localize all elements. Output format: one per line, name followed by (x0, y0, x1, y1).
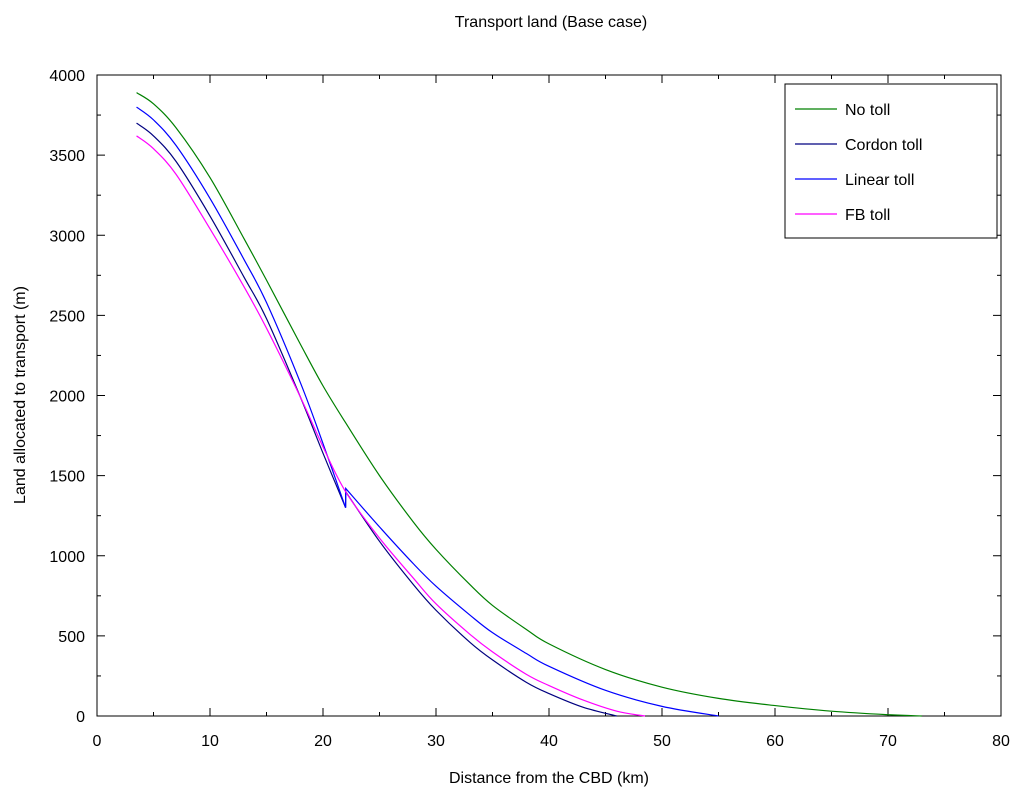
x-tick-label: 10 (201, 733, 219, 750)
x-tick-label: 40 (540, 733, 558, 750)
legend-label: FB toll (845, 207, 890, 224)
series-line-no-toll (136, 92, 922, 717)
y-tick-label: 500 (58, 629, 85, 646)
x-axis-label: Distance from the CBD (km) (449, 770, 649, 787)
legend-label: No toll (845, 102, 890, 119)
legend-label: Linear toll (845, 172, 914, 189)
series-group (136, 92, 922, 717)
y-tick-label: 2500 (49, 308, 85, 325)
y-tick-label: 3000 (49, 228, 85, 245)
x-tick-label: 30 (427, 733, 445, 750)
x-tick-label: 50 (653, 733, 671, 750)
y-axis-label: Land allocated to transport (m) (12, 286, 29, 504)
y-tick-label: 1000 (49, 549, 85, 566)
legend: No toll Cordon toll Linear toll FB toll (784, 83, 998, 239)
series-line-linear-toll (136, 106, 719, 717)
chart-title: Transport land (Base case) (455, 14, 647, 31)
x-tick-label: 60 (766, 733, 784, 750)
y-tick-label: 1500 (49, 469, 85, 486)
legend-box (784, 83, 998, 239)
x-tick-label: 80 (992, 733, 1010, 750)
y-tick-label: 2000 (49, 389, 85, 406)
x-tick-label: 20 (314, 733, 332, 750)
series-line-cordon-toll (136, 122, 617, 717)
y-tick-label: 4000 (49, 68, 85, 85)
legend-label: Cordon toll (845, 137, 922, 154)
y-tick-label: 0 (76, 709, 85, 726)
x-tick-label: 70 (879, 733, 897, 750)
y-tick-label: 3500 (49, 148, 85, 165)
series-line-fb-toll (136, 135, 646, 717)
axis-ticks: 0 10 20 30 40 50 60 70 80 0 500 1000 1500 2000 2500 300… (49, 68, 1010, 750)
x-tick-label: 0 (93, 733, 102, 750)
